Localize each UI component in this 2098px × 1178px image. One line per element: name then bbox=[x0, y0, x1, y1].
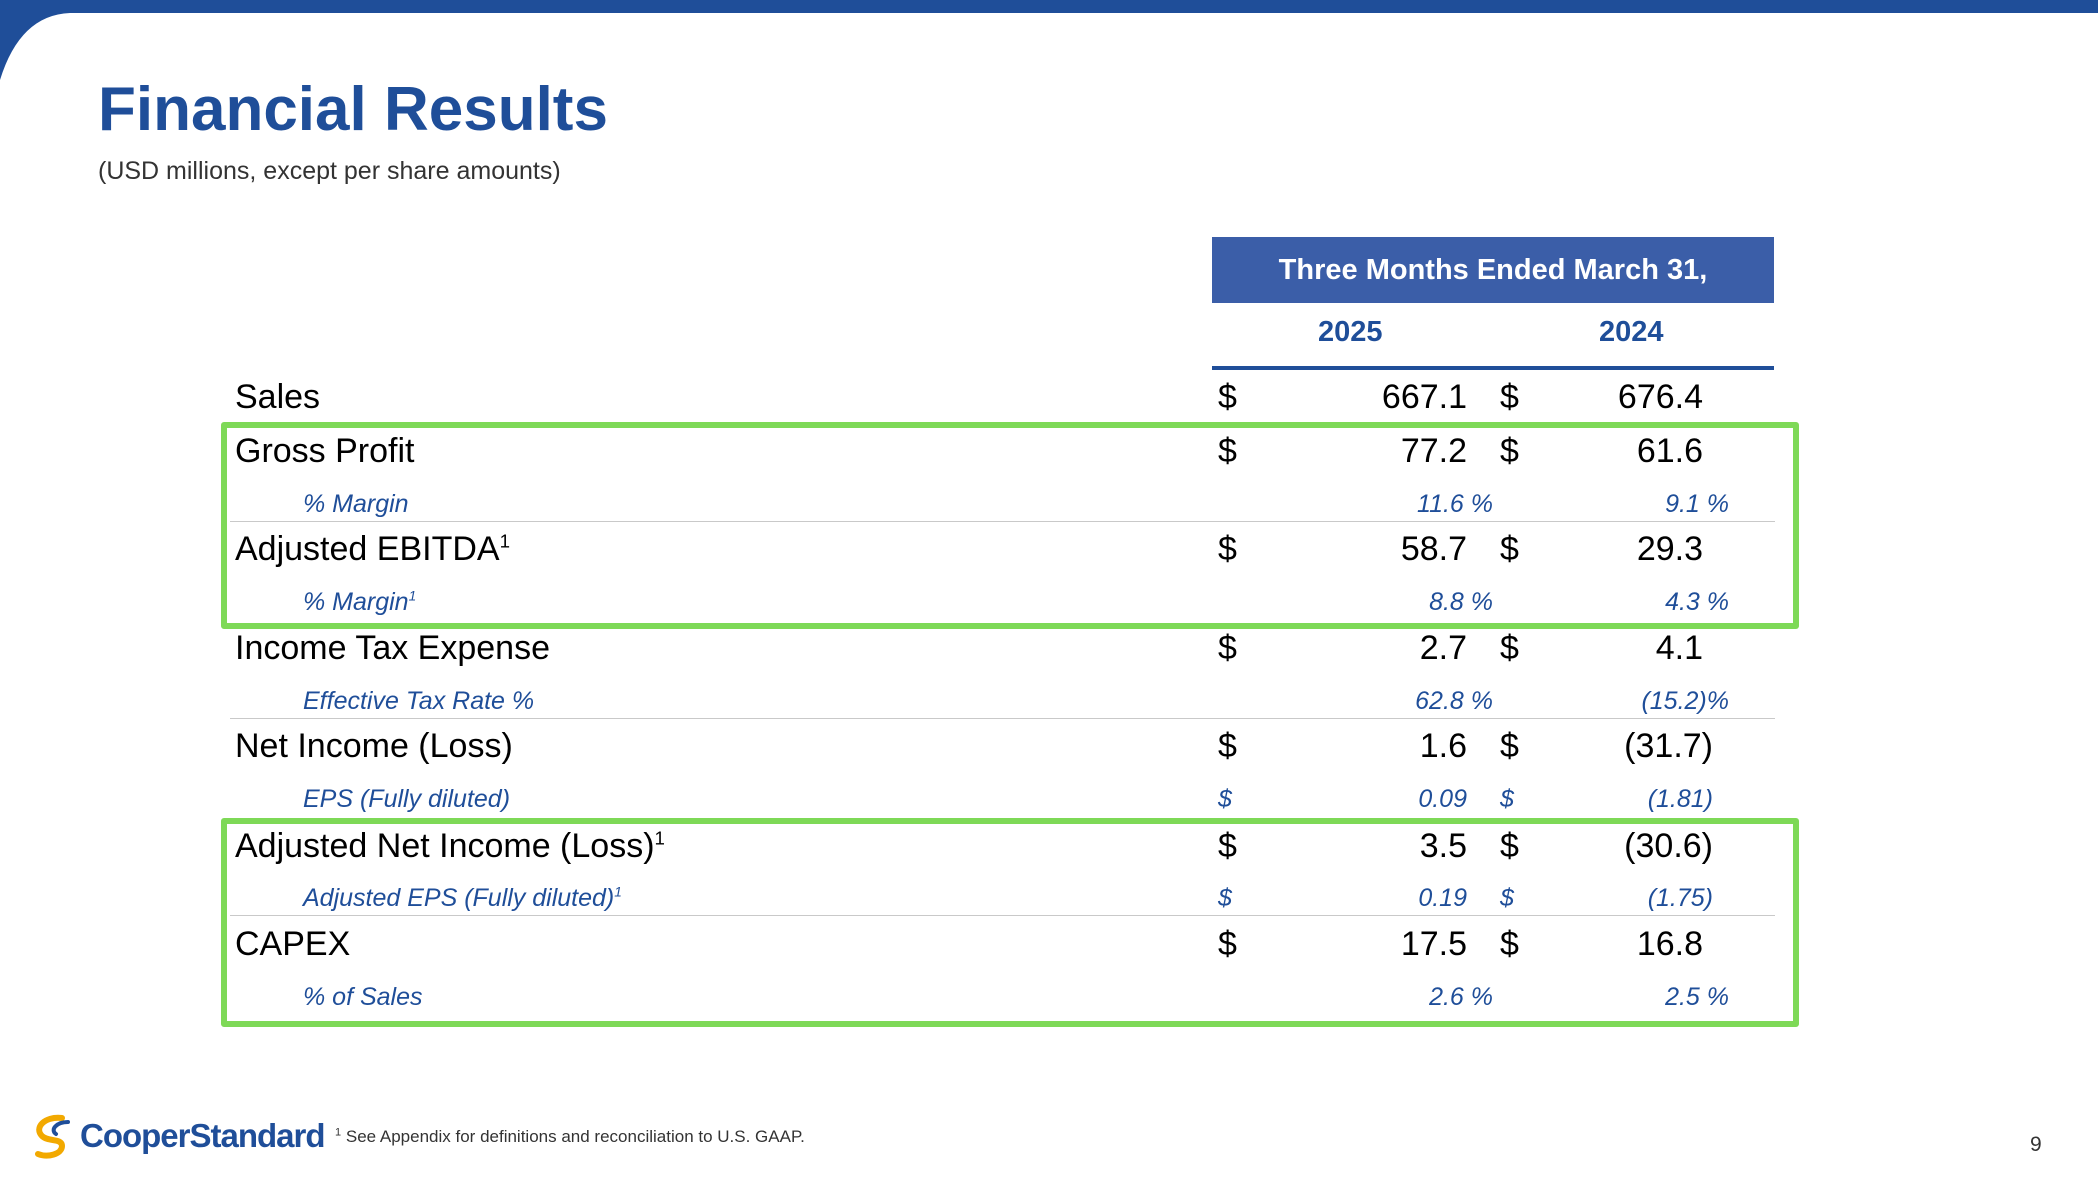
value-2025: 77.2 bbox=[1400, 432, 1467, 470]
value-2024: (31.7) bbox=[1624, 727, 1713, 765]
row-divider bbox=[230, 521, 1775, 522]
row-label: CAPEX bbox=[235, 925, 351, 963]
currency-2024: $ bbox=[1500, 378, 1519, 416]
page-title: Financial Results bbox=[98, 75, 608, 144]
value-2025: 11.6 % bbox=[1417, 490, 1493, 518]
value-2024: 2.5 % bbox=[1665, 983, 1729, 1011]
page-subtitle: (USD millions, except per share amounts) bbox=[98, 157, 561, 185]
currency-2024: $ bbox=[1500, 884, 1514, 912]
value-2025: 2.7 bbox=[1419, 629, 1467, 667]
row-label: Adjusted EBITDA1 bbox=[235, 530, 510, 568]
year-2025-header: 2025 bbox=[1318, 316, 1383, 348]
value-2024: 9.1 % bbox=[1665, 490, 1729, 518]
value-2024: 29.3 bbox=[1636, 530, 1703, 568]
year-2024-header: 2024 bbox=[1599, 316, 1664, 348]
row-label: % of Sales bbox=[303, 983, 423, 1011]
currency-2024: $ bbox=[1500, 785, 1514, 813]
row-label: Adjusted EPS (Fully diluted)1 bbox=[303, 884, 622, 912]
page-number: 9 bbox=[2030, 1133, 2042, 1156]
row-label: % Margin bbox=[303, 490, 409, 518]
value-2024: 4.3 % bbox=[1665, 588, 1729, 616]
currency-2024: $ bbox=[1500, 432, 1519, 470]
currency-2025: $ bbox=[1218, 629, 1237, 667]
logo-text: CooperStandard bbox=[80, 1117, 326, 1154]
currency-2025: $ bbox=[1218, 530, 1237, 568]
currency-2025: $ bbox=[1218, 884, 1232, 912]
value-2025: 0.19 bbox=[1418, 884, 1467, 912]
period-header: Three Months Ended March 31, bbox=[1212, 237, 1774, 303]
footnote-marker: 1 bbox=[408, 588, 417, 604]
currency-2024: $ bbox=[1500, 629, 1519, 667]
value-2025: 667.1 bbox=[1381, 378, 1467, 416]
currency-2024: $ bbox=[1500, 827, 1519, 865]
value-2024: 676.4 bbox=[1617, 378, 1703, 416]
row-label: % Margin1 bbox=[303, 588, 417, 616]
row-label: Effective Tax Rate % bbox=[303, 687, 535, 715]
currency-2025: $ bbox=[1218, 785, 1232, 813]
row-label: Net Income (Loss) bbox=[235, 727, 513, 765]
value-2025: 17.5 bbox=[1400, 925, 1467, 963]
value-2025: 62.8 % bbox=[1415, 687, 1493, 715]
currency-2025: $ bbox=[1218, 925, 1237, 963]
value-2024: (30.6) bbox=[1624, 827, 1713, 865]
value-2025: 1.6 bbox=[1419, 727, 1467, 765]
currency-2024: $ bbox=[1500, 727, 1519, 765]
currency-2025: $ bbox=[1218, 378, 1237, 416]
value-2025: 2.6 % bbox=[1429, 983, 1493, 1011]
value-2025: 0.09 bbox=[1418, 785, 1467, 813]
row-label: Gross Profit bbox=[235, 432, 415, 470]
row-label: Sales bbox=[235, 378, 321, 416]
value-2024: 16.8 bbox=[1636, 925, 1703, 963]
footnote-marker: 1 bbox=[614, 884, 622, 900]
footnote-marker: 1 bbox=[499, 530, 510, 552]
value-2024: 4.1 bbox=[1655, 629, 1703, 667]
highlight-box-margins bbox=[221, 422, 1799, 629]
value-2025: 58.7 bbox=[1400, 530, 1467, 568]
value-2024: (1.81) bbox=[1647, 785, 1713, 813]
footnote-marker: 1 bbox=[335, 1126, 342, 1139]
row-divider bbox=[230, 718, 1775, 719]
currency-2025: $ bbox=[1218, 727, 1237, 765]
value-2025: 8.8 % bbox=[1429, 588, 1493, 616]
currency-2025: $ bbox=[1218, 827, 1237, 865]
row-label: EPS (Fully diluted) bbox=[303, 785, 511, 813]
footnote-marker: 1 bbox=[654, 827, 665, 849]
company-logo: CooperStandard bbox=[32, 1112, 326, 1160]
footnote: 1 See Appendix for definitions and recon… bbox=[335, 1126, 805, 1146]
currency-2024: $ bbox=[1500, 530, 1519, 568]
row-divider bbox=[230, 915, 1775, 916]
currency-2024: $ bbox=[1500, 925, 1519, 963]
header-underline bbox=[1212, 366, 1774, 370]
row-label: Income Tax Expense bbox=[235, 629, 550, 667]
value-2024: (1.75) bbox=[1647, 884, 1713, 912]
value-2024: 61.6 bbox=[1636, 432, 1703, 470]
row-label: Adjusted Net Income (Loss)1 bbox=[235, 827, 665, 865]
corner-swoosh bbox=[0, 0, 2098, 80]
value-2024: (15.2)% bbox=[1641, 687, 1729, 715]
value-2025: 3.5 bbox=[1419, 827, 1467, 865]
currency-2025: $ bbox=[1218, 432, 1237, 470]
cooper-standard-swoosh-icon bbox=[35, 1114, 70, 1159]
highlight-box-adjusted bbox=[221, 818, 1799, 1027]
